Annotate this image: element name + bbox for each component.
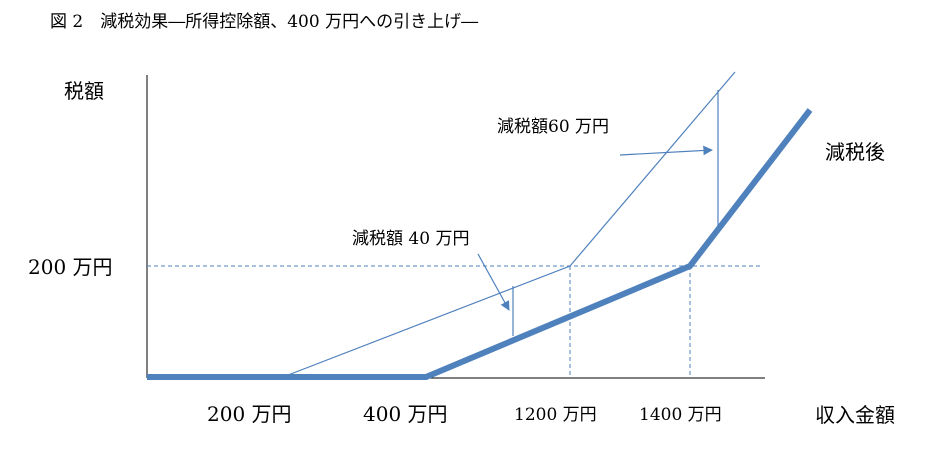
y-axis-label: 税額: [64, 79, 104, 103]
annotation-reduction-60: 減税額60 万円: [497, 117, 609, 137]
x-tick-label-1400: 1400 万円: [639, 405, 722, 425]
y-tick-label-200: 200 万円: [28, 255, 113, 279]
figure-title: 図 2 減税効果―所得控除額、400 万円への引き上げ―: [50, 12, 478, 32]
annotation-reduction-40: 減税額 40 万円: [352, 229, 469, 249]
arrow-reduction-40: [477, 253, 510, 311]
x-tick-label-400: 400 万円: [363, 402, 448, 426]
x-tick-label-1200: 1200 万円: [514, 405, 597, 425]
tax-line-after: [147, 108, 813, 380]
series-label-after: 減税後: [825, 140, 885, 164]
arrow-reduction-60: [619, 145, 713, 156]
tax-line-before: [282, 71, 736, 378]
x-axis-label: 収入金額: [815, 403, 895, 427]
x-tick-label-200: 200 万円: [207, 402, 292, 426]
